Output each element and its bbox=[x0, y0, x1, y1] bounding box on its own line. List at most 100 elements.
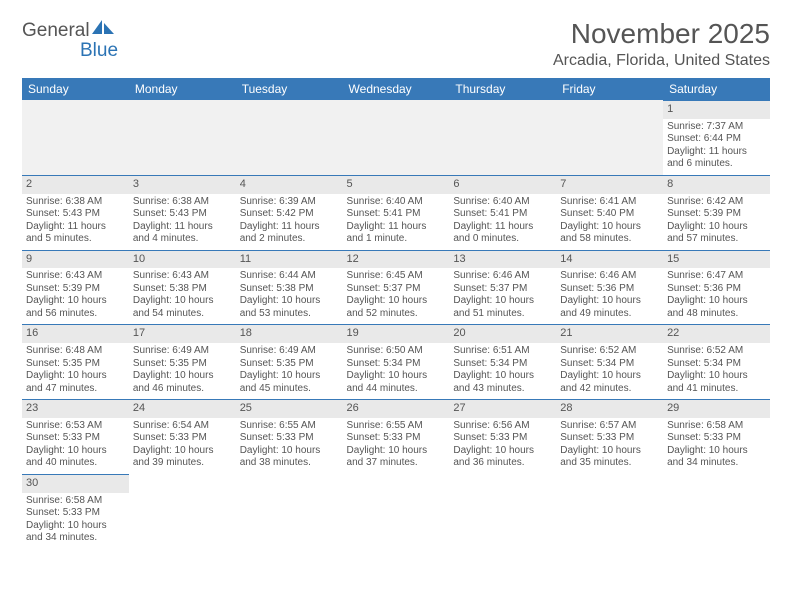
sunset-text: Sunset: 5:38 PM bbox=[240, 283, 339, 296]
daylight-text: and 58 minutes. bbox=[560, 233, 659, 246]
daylight-text: Daylight: 10 hours bbox=[560, 221, 659, 234]
daylight-text: and 57 minutes. bbox=[667, 233, 766, 246]
week-detail-row: Sunrise: 6:53 AMSunset: 5:33 PMDaylight:… bbox=[22, 418, 770, 475]
day-detail-cell: Sunrise: 6:55 AMSunset: 5:33 PMDaylight:… bbox=[236, 418, 343, 475]
daylight-text: and 51 minutes. bbox=[453, 308, 552, 321]
sunrise-text: Sunrise: 6:43 AM bbox=[26, 270, 125, 283]
day-number-cell: 4 bbox=[236, 175, 343, 193]
daylight-text: Daylight: 10 hours bbox=[347, 370, 446, 383]
day-detail-cell: Sunrise: 7:37 AMSunset: 6:44 PMDaylight:… bbox=[663, 119, 770, 176]
sunrise-text: Sunrise: 7:37 AM bbox=[667, 121, 766, 134]
day-number-cell: 7 bbox=[556, 175, 663, 193]
daylight-text: and 47 minutes. bbox=[26, 383, 125, 396]
day-number-cell: 17 bbox=[129, 325, 236, 343]
calendar-table: Sunday Monday Tuesday Wednesday Thursday… bbox=[22, 78, 770, 549]
sunrise-text: Sunrise: 6:39 AM bbox=[240, 196, 339, 209]
sunset-text: Sunset: 5:41 PM bbox=[453, 208, 552, 221]
sunset-text: Sunset: 5:39 PM bbox=[26, 283, 125, 296]
location: Arcadia, Florida, United States bbox=[553, 52, 770, 70]
sunrise-text: Sunrise: 6:46 AM bbox=[560, 270, 659, 283]
daylight-text: Daylight: 10 hours bbox=[133, 445, 232, 458]
daylight-text: and 4 minutes. bbox=[133, 233, 232, 246]
day-number-cell: 22 bbox=[663, 325, 770, 343]
day-detail-cell bbox=[22, 119, 129, 176]
daylight-text: Daylight: 10 hours bbox=[453, 445, 552, 458]
sunset-text: Sunset: 5:40 PM bbox=[560, 208, 659, 221]
sunrise-text: Sunrise: 6:56 AM bbox=[453, 420, 552, 433]
day-number-cell: 21 bbox=[556, 325, 663, 343]
col-friday: Friday bbox=[556, 78, 663, 101]
sunrise-text: Sunrise: 6:55 AM bbox=[240, 420, 339, 433]
day-number-cell: 28 bbox=[556, 400, 663, 418]
daylight-text: Daylight: 10 hours bbox=[453, 370, 552, 383]
sunrise-text: Sunrise: 6:38 AM bbox=[133, 196, 232, 209]
col-saturday: Saturday bbox=[663, 78, 770, 101]
day-number-cell bbox=[556, 101, 663, 119]
sunrise-text: Sunrise: 6:57 AM bbox=[560, 420, 659, 433]
day-detail-cell: Sunrise: 6:58 AMSunset: 5:33 PMDaylight:… bbox=[22, 493, 129, 549]
daylight-text: and 38 minutes. bbox=[240, 457, 339, 470]
daylight-text: and 45 minutes. bbox=[240, 383, 339, 396]
day-detail-cell: Sunrise: 6:55 AMSunset: 5:33 PMDaylight:… bbox=[343, 418, 450, 475]
day-detail-cell: Sunrise: 6:46 AMSunset: 5:36 PMDaylight:… bbox=[556, 268, 663, 325]
daylight-text: Daylight: 11 hours bbox=[453, 221, 552, 234]
sunset-text: Sunset: 5:33 PM bbox=[453, 432, 552, 445]
daylight-text: and 34 minutes. bbox=[26, 532, 125, 545]
logo-text-general: General bbox=[22, 20, 90, 42]
daylight-text: and 56 minutes. bbox=[26, 308, 125, 321]
daylight-text: Daylight: 11 hours bbox=[347, 221, 446, 234]
daylight-text: and 37 minutes. bbox=[347, 457, 446, 470]
sunrise-text: Sunrise: 6:50 AM bbox=[347, 345, 446, 358]
sunset-text: Sunset: 5:35 PM bbox=[133, 358, 232, 371]
day-detail-cell: Sunrise: 6:39 AMSunset: 5:42 PMDaylight:… bbox=[236, 194, 343, 251]
logo: General bbox=[22, 20, 116, 42]
daylight-text: Daylight: 10 hours bbox=[347, 295, 446, 308]
day-detail-cell bbox=[129, 119, 236, 176]
day-number-cell: 25 bbox=[236, 400, 343, 418]
daylight-text: and 46 minutes. bbox=[133, 383, 232, 396]
day-detail-cell: Sunrise: 6:41 AMSunset: 5:40 PMDaylight:… bbox=[556, 194, 663, 251]
sunrise-text: Sunrise: 6:49 AM bbox=[240, 345, 339, 358]
daylight-text: and 48 minutes. bbox=[667, 308, 766, 321]
day-number-cell bbox=[343, 101, 450, 119]
sunrise-text: Sunrise: 6:58 AM bbox=[26, 495, 125, 508]
day-number-cell: 2 bbox=[22, 175, 129, 193]
header: General November 2025 Arcadia, Florida, … bbox=[22, 18, 770, 70]
daylight-text: and 34 minutes. bbox=[667, 457, 766, 470]
week-num-row: 16171819202122 bbox=[22, 325, 770, 343]
day-number-cell bbox=[129, 101, 236, 119]
day-detail-cell: Sunrise: 6:57 AMSunset: 5:33 PMDaylight:… bbox=[556, 418, 663, 475]
daylight-text: and 40 minutes. bbox=[26, 457, 125, 470]
day-number-cell bbox=[556, 474, 663, 492]
sunrise-text: Sunrise: 6:48 AM bbox=[26, 345, 125, 358]
day-number-cell: 16 bbox=[22, 325, 129, 343]
daylight-text: and 42 minutes. bbox=[560, 383, 659, 396]
sunset-text: Sunset: 5:41 PM bbox=[347, 208, 446, 221]
day-detail-cell bbox=[556, 493, 663, 549]
sunrise-text: Sunrise: 6:58 AM bbox=[667, 420, 766, 433]
title-block: November 2025 Arcadia, Florida, United S… bbox=[553, 18, 770, 70]
day-detail-cell: Sunrise: 6:50 AMSunset: 5:34 PMDaylight:… bbox=[343, 343, 450, 400]
daylight-text: Daylight: 10 hours bbox=[667, 370, 766, 383]
sunrise-text: Sunrise: 6:40 AM bbox=[453, 196, 552, 209]
week-detail-row: Sunrise: 6:43 AMSunset: 5:39 PM Daylight:… bbox=[22, 268, 770, 325]
daylight-text: Daylight: 11 hours bbox=[133, 221, 232, 234]
week-num-row: 9101112131415 bbox=[22, 250, 770, 268]
daylight-text: Daylight: 10 hours bbox=[560, 295, 659, 308]
sunrise-text: Sunrise: 6:53 AM bbox=[26, 420, 125, 433]
sunrise-text: Sunrise: 6:45 AM bbox=[347, 270, 446, 283]
sunset-text: Sunset: 5:43 PM bbox=[133, 208, 232, 221]
sunrise-text: Sunrise: 6:55 AM bbox=[347, 420, 446, 433]
day-detail-cell: Sunrise: 6:43 AMSunset: 5:39 PMDaylight:… bbox=[22, 268, 129, 325]
day-detail-cell bbox=[556, 119, 663, 176]
sunset-text: Sunset: 5:35 PM bbox=[26, 358, 125, 371]
daylight-text: and 44 minutes. bbox=[347, 383, 446, 396]
sunrise-text: Sunrise: 6:52 AM bbox=[667, 345, 766, 358]
daylight-text: Daylight: 10 hours bbox=[26, 520, 125, 533]
day-number-cell: 9 bbox=[22, 250, 129, 268]
sunset-text: Sunset: 5:34 PM bbox=[453, 358, 552, 371]
daylight-text: and 36 minutes. bbox=[453, 457, 552, 470]
sunrise-text: Sunrise: 6:47 AM bbox=[667, 270, 766, 283]
sunset-text: Sunset: 5:42 PM bbox=[240, 208, 339, 221]
daylight-text: Daylight: 10 hours bbox=[453, 295, 552, 308]
